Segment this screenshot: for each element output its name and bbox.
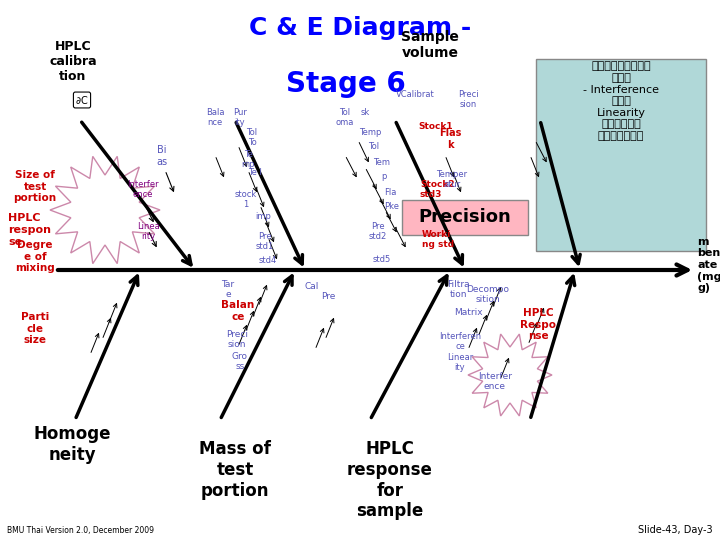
Text: Cal: Cal	[305, 282, 319, 291]
Text: HPLC
calibra
tion: HPLC calibra tion	[49, 40, 96, 83]
Text: Te
mp: Te mp	[241, 150, 255, 170]
Text: Temp: Temp	[359, 128, 381, 137]
Text: Homoge
neity: Homoge neity	[33, 425, 111, 464]
Text: imp: imp	[255, 212, 271, 221]
Text: Tol
oma: Tol oma	[336, 108, 354, 127]
Text: Tar
e: Tar e	[222, 280, 235, 299]
Text: Preci
sion: Preci sion	[458, 90, 478, 110]
Text: Stock2
std3: Stock2 std3	[420, 180, 454, 199]
Text: Fla: Fla	[384, 188, 396, 197]
Text: Flas
k: Flas k	[438, 128, 462, 150]
Text: VCalibrat: VCalibrat	[395, 90, 434, 99]
Text: Tem: Tem	[374, 158, 390, 167]
Text: std4: std4	[259, 256, 277, 265]
Bar	[536, 59, 706, 251]
Text: Gro
ss: Gro ss	[232, 352, 248, 372]
Text: Worki
ng std: Worki ng std	[422, 230, 454, 249]
Text: std5: std5	[373, 255, 391, 264]
Text: Stock1: Stock1	[418, 122, 453, 131]
Text: Pur
ity: Pur ity	[233, 108, 247, 127]
Text: Degre
e of
mixing: Degre e of mixing	[15, 240, 55, 273]
Text: บางแหลงคด
ซ้ำ
- Interference
และ
Linearity
ชี้วัด
วนเดียว: บางแหลงคด ซ้ำ - Interference และ Lineari…	[583, 62, 659, 141]
Text: Linea
rity: Linea rity	[137, 222, 159, 241]
Text: Te l: Te l	[248, 168, 262, 177]
Text: HPLC
Respo
nse: HPLC Respo nse	[520, 308, 556, 341]
Text: $\partial$C: $\partial$C	[76, 94, 89, 106]
Text: Pre
std1: Pre std1	[256, 232, 274, 252]
Text: Filtra
tion: Filtra tion	[446, 280, 469, 299]
Text: Mass of
test
portion: Mass of test portion	[199, 440, 271, 500]
Text: Decompo
sition: Decompo sition	[467, 285, 510, 305]
Text: Interfer
ence: Interfer ence	[127, 180, 159, 199]
Text: Size of
test
portion: Size of test portion	[14, 170, 57, 203]
Text: HPLC
response
for
sample: HPLC response for sample	[347, 440, 433, 521]
Text: Slide-43, Day-3: Slide-43, Day-3	[638, 524, 713, 535]
Text: Bala
nce: Bala nce	[206, 108, 224, 127]
Bar	[402, 200, 528, 235]
Text: Bi
as: Bi as	[156, 145, 168, 167]
Text: Balan
ce: Balan ce	[221, 300, 255, 322]
Text: C & E Diagram -: C & E Diagram -	[249, 16, 471, 40]
Text: m
benzo
ate
(mg/k
g): m benzo ate (mg/k g)	[697, 237, 720, 293]
Text: Preci
sion: Preci sion	[226, 330, 248, 349]
Text: Interferen
ce
Linear
ity: Interferen ce Linear ity	[439, 332, 481, 372]
Text: Sample
volume: Sample volume	[401, 30, 459, 60]
Text: Stage 6: Stage 6	[286, 70, 405, 98]
Text: p: p	[382, 172, 387, 181]
Text: Temper
atur: Temper atur	[436, 170, 467, 190]
Text: HPLC
respon
se: HPLC respon se	[8, 213, 51, 247]
Text: Tol: Tol	[369, 142, 379, 151]
Text: Parti
cle
size: Parti cle size	[21, 312, 49, 345]
Text: Pke: Pke	[384, 202, 400, 211]
Text: Pre
std2: Pre std2	[369, 222, 387, 241]
Text: Matrix: Matrix	[454, 308, 482, 317]
Text: stock
1: stock 1	[235, 190, 257, 210]
Text: BMU Thai Version 2.0, December 2009: BMU Thai Version 2.0, December 2009	[7, 525, 154, 535]
Text: Pre: Pre	[321, 292, 336, 301]
Text: Interfer
ence: Interfer ence	[478, 372, 512, 391]
Text: Tol
To: Tol To	[246, 128, 258, 147]
Text: Precision: Precision	[418, 208, 511, 226]
Text: sk: sk	[361, 108, 369, 117]
